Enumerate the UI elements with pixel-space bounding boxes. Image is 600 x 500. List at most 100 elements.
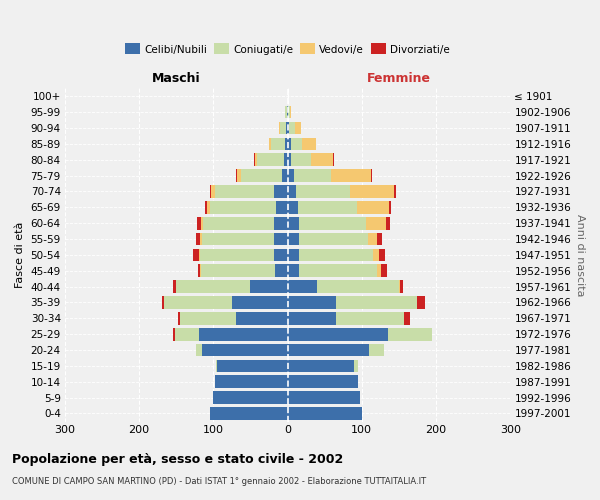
Bar <box>350 185 394 198</box>
Bar <box>293 169 331 182</box>
Text: Femmine: Femmine <box>367 72 431 85</box>
Y-axis label: Anni di nascita: Anni di nascita <box>575 214 585 296</box>
Bar <box>299 217 366 230</box>
Bar <box>336 296 418 309</box>
Bar <box>286 106 287 118</box>
Bar <box>284 138 287 150</box>
Bar <box>196 232 200 245</box>
Bar <box>200 232 202 245</box>
Bar <box>287 154 291 166</box>
Bar <box>299 248 373 261</box>
Bar <box>236 169 237 182</box>
Bar <box>336 312 404 324</box>
Bar <box>289 106 290 118</box>
Bar <box>284 154 287 166</box>
Bar <box>173 328 175 340</box>
Bar <box>366 217 386 230</box>
Y-axis label: Fasce di età: Fasce di età <box>15 222 25 288</box>
Bar <box>287 232 299 245</box>
Bar <box>197 217 201 230</box>
Bar <box>287 169 293 182</box>
Bar <box>274 232 287 245</box>
Bar <box>175 328 199 340</box>
Bar <box>368 232 377 245</box>
Bar <box>254 154 255 166</box>
Bar <box>237 169 241 182</box>
Bar <box>255 154 257 166</box>
Text: COMUNE DI CAMPO SAN MARTINO (PD) - Dati ISTAT 1° gennaio 2002 - Elaborazione TUT: COMUNE DI CAMPO SAN MARTINO (PD) - Dati … <box>12 478 426 486</box>
Bar <box>394 185 396 198</box>
Bar <box>207 201 211 213</box>
Bar <box>291 154 311 166</box>
Bar <box>203 217 274 230</box>
Bar <box>289 122 295 134</box>
Bar <box>274 248 287 261</box>
Bar <box>400 280 403 293</box>
Bar <box>287 106 289 118</box>
Bar <box>373 248 379 261</box>
Bar <box>201 264 275 277</box>
Bar <box>212 392 287 404</box>
Bar <box>399 280 400 293</box>
Bar <box>418 296 425 309</box>
Bar <box>176 280 250 293</box>
Bar <box>236 312 287 324</box>
Bar <box>275 264 287 277</box>
Bar <box>241 169 281 182</box>
Bar <box>217 360 287 372</box>
Bar <box>274 217 287 230</box>
Bar <box>215 185 274 198</box>
Bar <box>287 264 299 277</box>
Legend: Celibi/Nubili, Coniugati/e, Vedovi/e, Divorziati/e: Celibi/Nubili, Coniugati/e, Vedovi/e, Di… <box>124 42 452 57</box>
Bar <box>381 264 387 277</box>
Bar <box>287 138 290 150</box>
Bar <box>295 122 301 134</box>
Bar <box>198 264 200 277</box>
Bar <box>178 312 180 324</box>
Text: Maschi: Maschi <box>152 72 200 85</box>
Bar <box>302 138 316 150</box>
Bar <box>196 344 202 356</box>
Bar <box>257 154 284 166</box>
Bar <box>296 185 350 198</box>
Bar <box>215 360 217 372</box>
Bar <box>331 169 371 182</box>
Bar <box>269 138 271 150</box>
Bar <box>317 280 399 293</box>
Bar <box>287 312 336 324</box>
Bar <box>386 217 390 230</box>
Bar <box>287 296 336 309</box>
Bar <box>274 185 287 198</box>
Bar <box>201 217 203 230</box>
Bar <box>199 328 287 340</box>
Bar <box>287 344 369 356</box>
Bar <box>199 248 200 261</box>
Bar <box>164 296 232 309</box>
Bar <box>200 264 201 277</box>
Bar <box>173 280 176 293</box>
Bar <box>287 360 355 372</box>
Bar <box>298 201 358 213</box>
Bar <box>193 248 199 261</box>
Bar <box>287 248 299 261</box>
Bar <box>388 328 432 340</box>
Bar <box>180 312 236 324</box>
Bar <box>287 201 298 213</box>
Bar <box>281 169 287 182</box>
Bar <box>287 122 289 134</box>
Bar <box>369 344 384 356</box>
Bar <box>377 264 381 277</box>
Bar <box>287 328 388 340</box>
Bar <box>286 122 287 134</box>
Bar <box>162 296 164 309</box>
Bar <box>377 232 382 245</box>
Bar <box>358 201 389 213</box>
Bar <box>287 217 299 230</box>
Bar <box>280 122 286 134</box>
Bar <box>271 138 284 150</box>
Bar <box>202 344 287 356</box>
Bar <box>202 232 274 245</box>
Bar <box>250 280 287 293</box>
Bar <box>215 376 287 388</box>
Text: Popolazione per età, sesso e stato civile - 2002: Popolazione per età, sesso e stato civil… <box>12 452 343 466</box>
